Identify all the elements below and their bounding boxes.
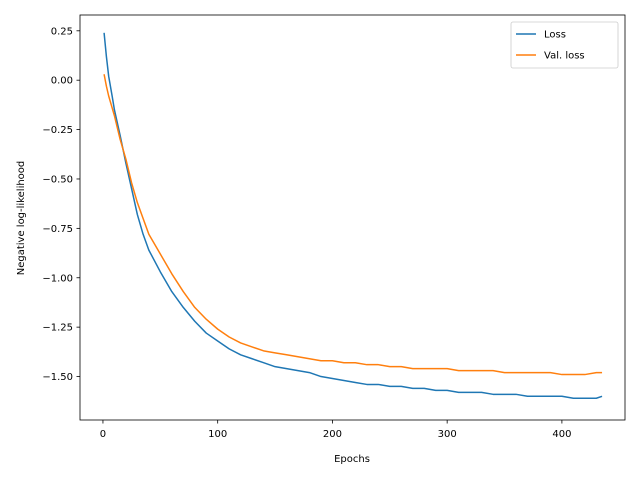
- plot-frame: [79, 14, 626, 421]
- y-tick-label: 0.00: [51, 76, 73, 87]
- y-tick-label: 0.25: [51, 26, 73, 37]
- legend-box: [510, 21, 619, 69]
- x-tick-label: 100: [208, 429, 227, 440]
- series-layer: [103, 32, 603, 400]
- legend: Loss Val. loss: [510, 21, 619, 69]
- y-tick-label: −0.75: [42, 224, 73, 235]
- legend-label: Loss: [544, 30, 566, 41]
- plot-background: [80, 15, 625, 420]
- x-tick-label: 300: [438, 429, 457, 440]
- legend-label: Val. loss: [544, 51, 585, 62]
- y-axis-ticks: 0.25 0.00 −0.25 −0.50 −0.75 −1.00 −1.25 −1.50: [42, 26, 80, 383]
- x-axis-label: Epochs: [334, 454, 370, 465]
- x-tick-label: 400: [552, 429, 571, 440]
- y-tick-label: −1.50: [42, 372, 73, 383]
- x-tick-label: 200: [323, 429, 342, 440]
- series-line-loss: [103, 32, 603, 400]
- series-line-val-loss: [103, 74, 603, 376]
- y-tick-label: −0.25: [42, 125, 73, 136]
- y-axis-label: Negative log-likelihood: [16, 161, 27, 276]
- x-tick-label: 0: [100, 429, 106, 440]
- y-tick-label: −0.50: [42, 174, 73, 185]
- x-axis-ticks: 0 100 200 300 400: [100, 420, 571, 440]
- y-tick-label: −1.00: [42, 273, 73, 284]
- y-tick-label: −1.25: [42, 323, 73, 334]
